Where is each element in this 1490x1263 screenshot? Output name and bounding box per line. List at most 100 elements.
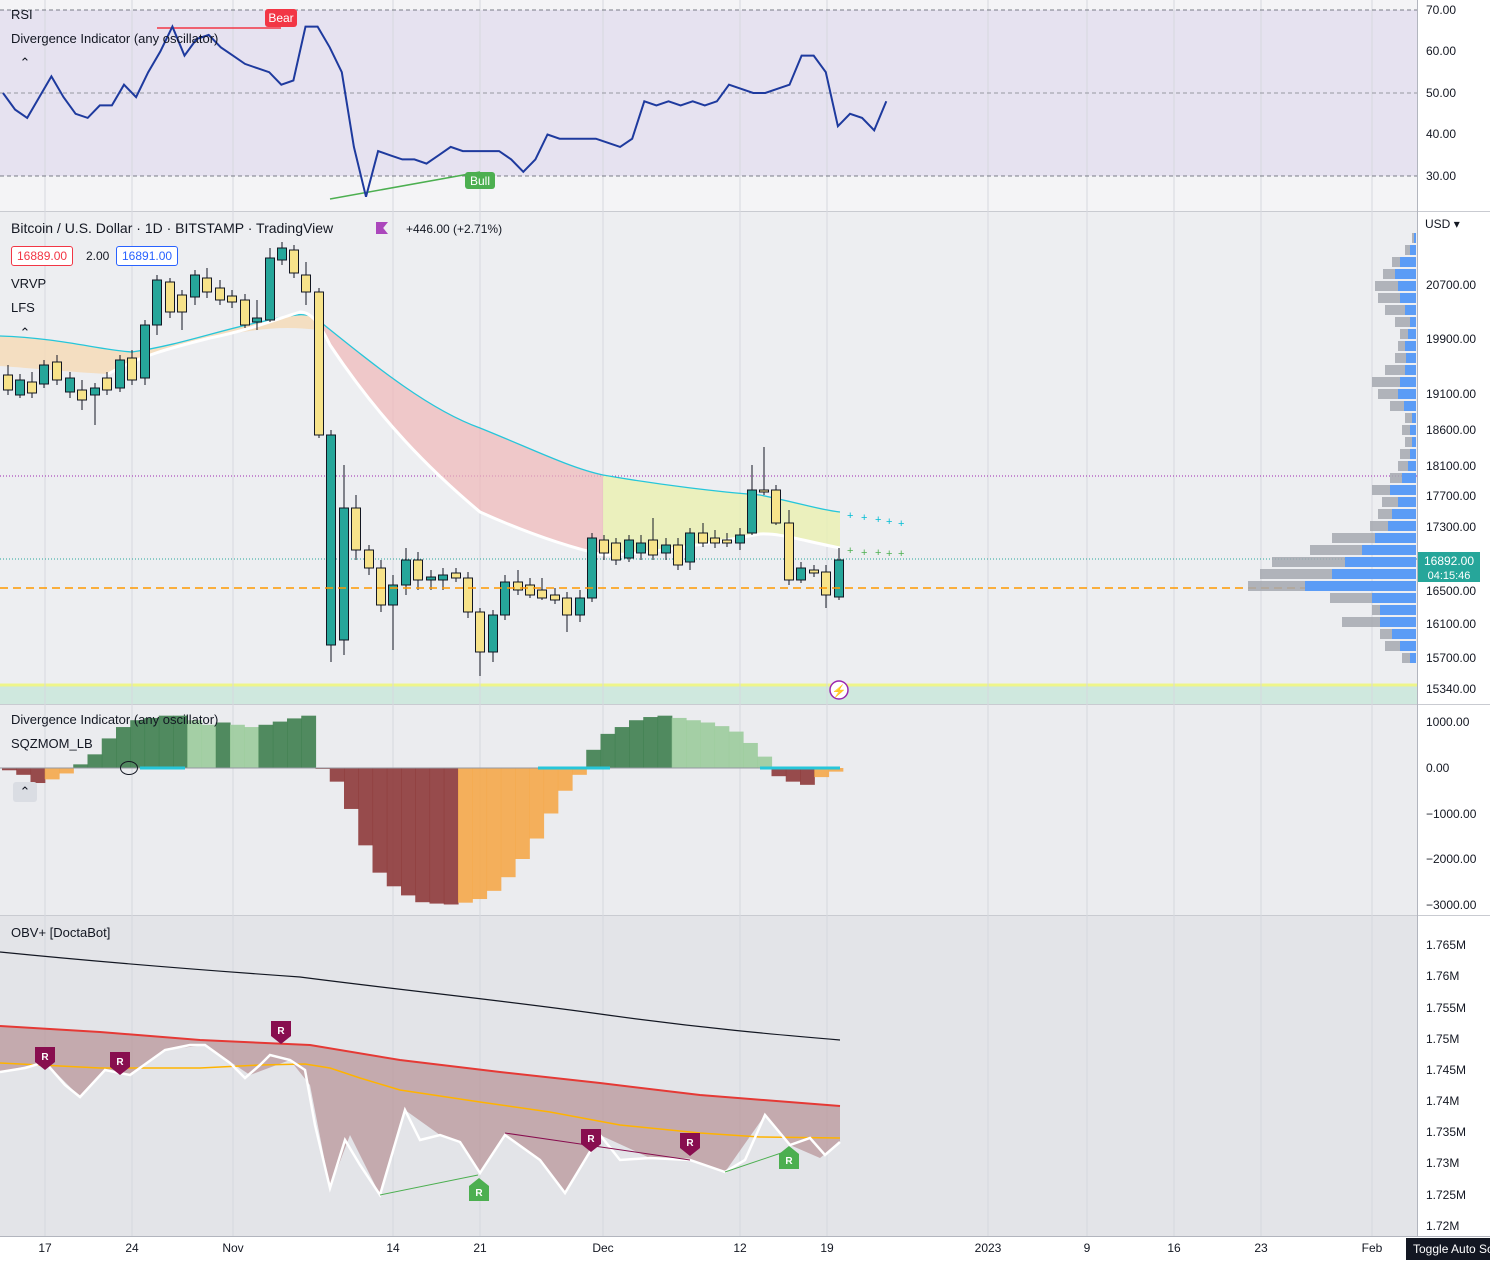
volume-profile-bar bbox=[1400, 293, 1416, 303]
sqz-histogram-bar bbox=[144, 717, 160, 768]
sqz-histogram-bar bbox=[130, 720, 146, 768]
sqz-histogram-bar bbox=[443, 768, 459, 905]
candle-body bbox=[351, 507, 361, 551]
obv-r-marker bbox=[779, 1146, 799, 1169]
obv-divergence-line bbox=[379, 1174, 479, 1196]
candle-body bbox=[821, 571, 831, 596]
volume-profile-bar bbox=[1402, 473, 1416, 483]
sqz-histogram-bar bbox=[158, 715, 174, 768]
sqz-histogram-bar bbox=[329, 768, 345, 782]
volume-profile-bar bbox=[1390, 485, 1416, 495]
lightning-icon[interactable] bbox=[829, 680, 849, 700]
sqz-histogram-bar bbox=[215, 722, 231, 768]
volume-profile-bar bbox=[1398, 281, 1416, 291]
obv-axis-tick: 1.74M bbox=[1426, 1094, 1459, 1108]
volume-profile-bar bbox=[1412, 437, 1416, 447]
chevron-up-icon: ⌃ bbox=[19, 325, 31, 340]
candle-body bbox=[710, 537, 720, 544]
time-axis[interactable]: 17 24 Nov 14 21 Dec 12 19 2023 9 16 23 Feb bbox=[38, 1241, 1382, 1255]
price-axis[interactable]: 70.00 60.00 50.00 40.00 30.00 20700.00 19900.0… bbox=[1426, 3, 1477, 1233]
sell-price-button[interactable]: 16889.00 bbox=[11, 246, 74, 266]
sqzmom-title[interactable]: SQZMOM_LB bbox=[11, 736, 93, 751]
candle-body bbox=[65, 377, 75, 393]
volume-profile-bar bbox=[1392, 257, 1400, 267]
svg-text:+: + bbox=[875, 514, 881, 526]
sqz-histogram-bar bbox=[272, 721, 288, 768]
buy-price-button[interactable]: 16891.00 bbox=[116, 246, 179, 266]
volume-profile-bar bbox=[1405, 437, 1412, 447]
volume-profile-bar bbox=[1395, 353, 1406, 363]
time-axis-label: 9 bbox=[1084, 1241, 1091, 1255]
sqz-axis-tick: −1000.00 bbox=[1426, 807, 1477, 821]
price-axis-tick: 17300.00 bbox=[1426, 520, 1476, 534]
svg-text:+: + bbox=[861, 512, 867, 524]
sqz-histogram-bar bbox=[472, 768, 488, 900]
price-axis-tick: 19100.00 bbox=[1426, 387, 1476, 401]
sqz-histogram-bar bbox=[87, 754, 103, 768]
last-price-label-bg bbox=[1418, 552, 1480, 582]
price-axis-tick: 16100.00 bbox=[1426, 617, 1476, 631]
indicator-vrvp[interactable]: VRVP bbox=[11, 276, 47, 291]
volume-profile-bar bbox=[1378, 389, 1398, 399]
rsi-collapse-button[interactable]: ⌃ bbox=[13, 53, 37, 73]
volume-profile-bar bbox=[1398, 389, 1416, 399]
volume-profile-bar bbox=[1385, 305, 1405, 315]
volume-profile-bar bbox=[1372, 605, 1380, 615]
obv-r-marker bbox=[110, 1052, 130, 1075]
volume-profile-bar bbox=[1405, 413, 1412, 423]
volume-profile-bar bbox=[1398, 461, 1408, 471]
price-axis-tick: 17700.00 bbox=[1426, 489, 1476, 503]
obv-r-marker-label: R bbox=[475, 1188, 483, 1199]
sqz-histogram-bar bbox=[714, 726, 730, 768]
sqz-histogram-bar bbox=[500, 768, 516, 878]
squeeze-momentum-histogram bbox=[2, 715, 844, 905]
candle-body bbox=[127, 357, 137, 381]
sqz-histogram-bar bbox=[700, 722, 716, 768]
sqz-histogram-bar bbox=[543, 768, 559, 814]
volume-profile-bar bbox=[1408, 329, 1416, 339]
lfs-cloud bbox=[0, 314, 318, 374]
sqz-histogram-bar bbox=[785, 768, 801, 782]
sqz-histogram-bar bbox=[643, 717, 659, 768]
sqzmom-pane bbox=[0, 715, 844, 905]
obv-axis-tick: 1.73M bbox=[1426, 1156, 1459, 1170]
indicator-lfs[interactable]: LFS bbox=[11, 300, 35, 315]
currency-selector[interactable]: USD ▾ bbox=[1425, 217, 1460, 231]
obv-r-marker-label: R bbox=[785, 1156, 793, 1167]
rsi-title[interactable]: RSI bbox=[11, 7, 33, 22]
candle-body bbox=[834, 559, 844, 598]
sqz-histogram-bar bbox=[743, 742, 758, 768]
candle-body bbox=[102, 377, 112, 391]
toggle-auto-scale-tooltip[interactable]: Toggle Auto Scale bbox=[1406, 1238, 1490, 1260]
candle-body bbox=[376, 567, 386, 606]
candle-body bbox=[289, 249, 299, 274]
volume-profile-bar bbox=[1390, 473, 1402, 483]
volume-profile-bar bbox=[1400, 449, 1410, 459]
symbol-title[interactable]: Bitcoin / U.S. Dollar · 1D · BITSTAMP · … bbox=[11, 220, 334, 236]
sqz-collapse-button[interactable]: ⌃ bbox=[13, 782, 37, 802]
sqz-histogram-bar bbox=[828, 768, 844, 772]
volume-profile-bar bbox=[1375, 281, 1398, 291]
flag-icon[interactable] bbox=[376, 222, 388, 234]
rsi-axis-tick: 70.00 bbox=[1426, 3, 1456, 17]
candle-body bbox=[190, 274, 200, 298]
obv-r-marker bbox=[35, 1047, 55, 1070]
sqz-histogram-bar bbox=[771, 768, 787, 777]
obv-title[interactable]: OBV+ [DoctaBot] bbox=[11, 925, 111, 940]
sqz-histogram-bar bbox=[814, 768, 830, 778]
lightning-glyph: ⚡ bbox=[832, 684, 847, 698]
volume-profile-bar bbox=[1383, 269, 1395, 279]
candle-body bbox=[401, 559, 411, 586]
time-axis-label: Nov bbox=[222, 1241, 243, 1255]
rsi-divergence-title[interactable]: Divergence Indicator (any oscillator) bbox=[11, 31, 219, 46]
hidden-eye-icon[interactable] bbox=[120, 761, 138, 775]
sqz-histogram-bar bbox=[372, 768, 388, 873]
sqz-histogram-bar bbox=[800, 768, 815, 785]
volume-profile-bar bbox=[1392, 629, 1416, 639]
price-collapse-button[interactable]: ⌃ bbox=[13, 323, 37, 343]
obv-r-marker-label: R bbox=[41, 1052, 49, 1063]
sqz-histogram-bar bbox=[344, 768, 359, 809]
sqz-divergence-title[interactable]: Divergence Indicator (any oscillator) bbox=[11, 712, 219, 727]
sqz-axis-tick: 0.00 bbox=[1426, 761, 1450, 775]
